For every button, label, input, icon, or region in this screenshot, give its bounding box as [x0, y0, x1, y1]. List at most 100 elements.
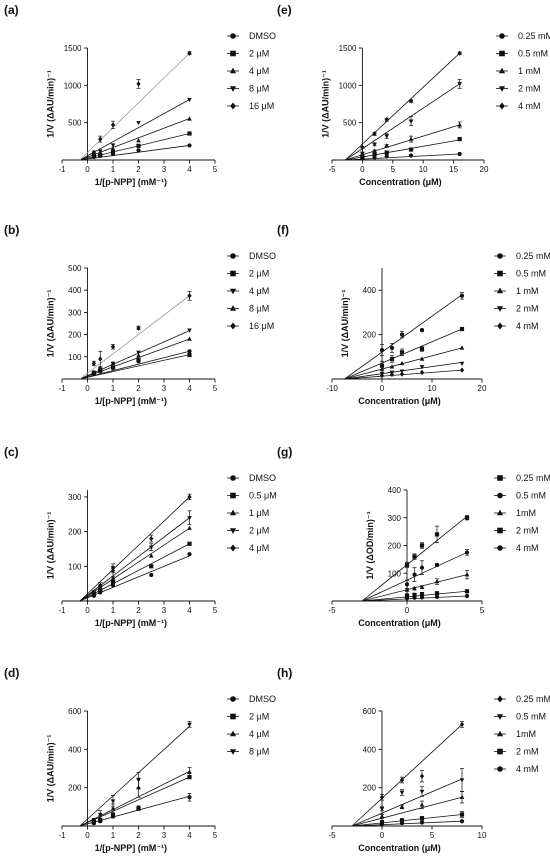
x-tick-label: 10 — [478, 831, 487, 840]
data-point — [91, 589, 96, 595]
legend-item-0-25-mm: 0.25 mM — [496, 31, 550, 41]
x-tick-label: -5 — [328, 165, 336, 174]
data-point — [408, 98, 414, 104]
legend-marker — [229, 86, 237, 92]
series-0-25-mm — [344, 292, 465, 380]
data-point — [110, 149, 116, 154]
x-tick-label: -1 — [58, 831, 66, 840]
data-point — [148, 553, 154, 558]
x-tick-label: 0 — [380, 831, 385, 840]
series-4-mm — [345, 50, 462, 161]
fit-line — [79, 295, 190, 380]
x-tick-label: 3 — [162, 606, 167, 615]
legend: 0.25 mM 0.5 mM 1mM 2 mM 4 mM — [494, 473, 550, 553]
data-point — [459, 778, 465, 783]
fit-line — [79, 118, 190, 161]
legend: DMSO 2 μM 4 μM 8 μM 16 μM — [227, 31, 276, 111]
chart-panel-e: (e) -5 0 5 10 15 20 500 1000 1500 Concentration (μ… — [277, 3, 550, 187]
fit-line — [79, 543, 190, 602]
data-point — [419, 816, 425, 821]
data-point — [187, 552, 192, 557]
legend-item-2-m: 2 μM — [227, 712, 269, 722]
x-tick-label: 0 — [380, 384, 385, 393]
legend-label: 2 mM — [516, 304, 539, 314]
legend-item-1-m: 1 μM — [227, 508, 269, 518]
x-tick-label: 5 — [213, 384, 218, 393]
legend-item-4-mm: 4 mM — [496, 101, 541, 111]
data-point — [419, 543, 425, 548]
x-axis-title: 1/[p-NPP] (mM⁻¹) — [95, 177, 167, 187]
data-point — [389, 371, 395, 378]
x-tick-label: -1 — [58, 384, 66, 393]
data-point — [360, 151, 365, 156]
data-point — [110, 143, 116, 148]
legend-item-1mm: 1mM — [494, 508, 536, 518]
chart-panel-f: (f) -10 0 10 20 200 400 Concentration (μM) 1/V (… — [277, 223, 550, 406]
series-4-m — [79, 116, 192, 161]
data-point — [419, 356, 425, 361]
legend-item-2-mm: 2 mM — [496, 84, 541, 94]
data-point — [457, 50, 462, 56]
legend-marker — [230, 696, 236, 702]
data-point — [187, 769, 192, 775]
data-point — [459, 812, 465, 817]
data-point — [459, 794, 465, 799]
legend-marker — [497, 527, 503, 534]
data-point — [372, 142, 377, 147]
legend-marker — [230, 322, 236, 330]
data-point — [419, 802, 425, 807]
legend-label: 4 mM — [518, 101, 541, 111]
legend-marker — [229, 288, 237, 295]
data-point — [404, 596, 410, 601]
fit-line — [79, 726, 190, 827]
data-point — [399, 350, 405, 355]
data-point — [110, 122, 116, 128]
data-point — [149, 535, 154, 542]
data-point — [110, 579, 116, 585]
x-tick-label: 3 — [162, 831, 167, 840]
legend-marker — [497, 322, 503, 330]
legend-marker — [230, 544, 236, 552]
x-axis-title: Concentration (μM) — [359, 177, 442, 187]
data-point — [148, 545, 154, 550]
data-point — [419, 328, 425, 333]
data-point — [110, 806, 116, 811]
legend-item-4-m: 4 μM — [227, 286, 269, 296]
data-point — [408, 153, 414, 158]
legend-label: 8 μM — [249, 747, 269, 757]
x-tick-label: 1 — [111, 606, 116, 615]
data-point — [136, 81, 141, 87]
legend: DMSO 2 μM 4 μM 8 μM 16 μM — [227, 251, 276, 331]
legend: 0.25 mM 0.5 mM 1mM 2 mM 4 mM — [494, 694, 550, 774]
data-point — [457, 136, 462, 142]
legend-item-0-25-mm: 0.25 mM — [494, 251, 550, 261]
legend-item-4-m: 4 μM — [227, 66, 269, 76]
legend-label: 0.5 μM — [249, 491, 277, 501]
legend-label: 4 mM — [516, 543, 539, 553]
data-point — [136, 143, 141, 148]
legend-marker — [230, 102, 236, 110]
data-point — [384, 134, 390, 139]
series-0-5-mm — [361, 549, 470, 602]
y-axis-title: 1/V (ΔAU/min)⁻¹ — [46, 512, 56, 580]
data-point — [412, 592, 417, 597]
data-point — [412, 585, 417, 591]
data-point — [187, 349, 192, 354]
legend-item-0-5-mm: 0.5 mM — [494, 491, 546, 501]
legend-marker — [497, 766, 503, 772]
legend-label: 4 μM — [249, 286, 269, 296]
legend-label: 4 μM — [249, 66, 269, 76]
legend-label: 1 mM — [518, 66, 541, 76]
panel-label: (b) — [4, 223, 19, 237]
legend-label: 2 mM — [516, 747, 539, 757]
y-axis-title: 1/V (ΔOD/min)⁻¹ — [365, 511, 375, 579]
x-tick-label: -5 — [328, 831, 336, 840]
data-point — [464, 593, 470, 599]
data-point — [187, 116, 192, 121]
legend-marker — [230, 492, 236, 499]
legend-label: 2 mM — [518, 84, 541, 94]
x-tick-label: 5 — [430, 831, 435, 840]
data-point — [187, 541, 192, 546]
fit-line — [351, 796, 463, 827]
y-tick-label: 200 — [388, 542, 402, 551]
